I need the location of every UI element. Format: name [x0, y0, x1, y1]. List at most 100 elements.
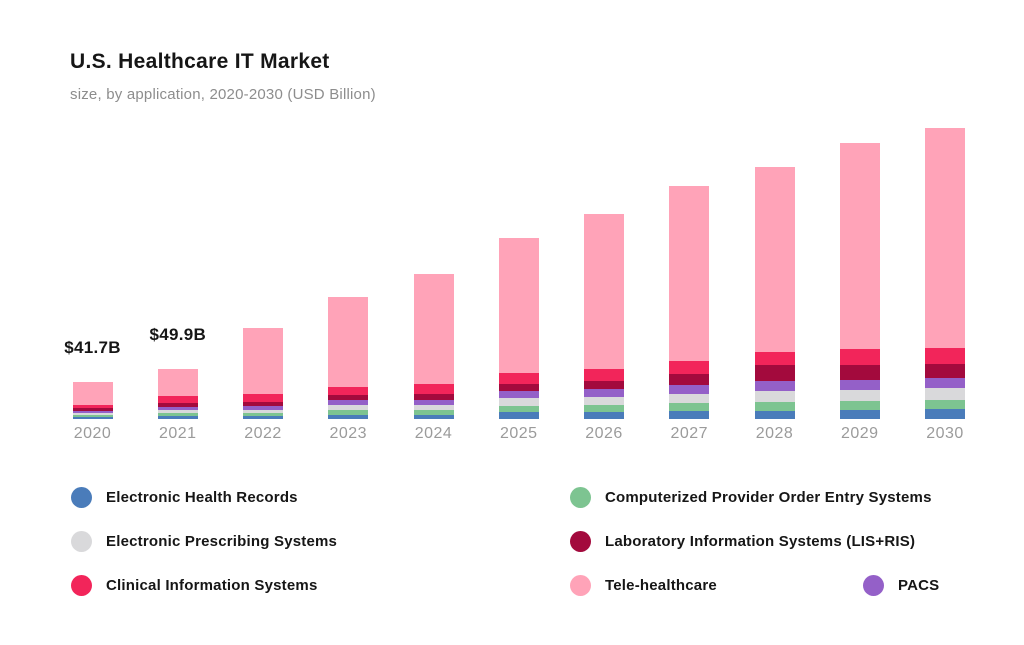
bar-2024 — [413, 274, 454, 419]
bar-2027-segment-electronic-prescribing-systems — [669, 394, 710, 403]
bar-2028-segment-laboratory-information-systems-lis-ris — [754, 365, 795, 381]
bar-2029-segment-electronic-prescribing-systems — [839, 390, 880, 401]
bar-2030-segment-computerized-provider-order-entry-systems — [925, 400, 965, 409]
x-axis-label-2026: 2026 — [585, 425, 623, 442]
bar-2021-segment-tele-healthcare — [157, 369, 198, 396]
value-label-2021: $49.9B — [149, 325, 207, 344]
legend-label-electronic-prescribing-systems: Electronic Prescribing Systems — [106, 533, 338, 550]
bar-2029-segment-pacs — [839, 380, 880, 390]
bar-2024-segment-computerized-provider-order-entry-systems — [413, 409, 454, 415]
x-axis-label-2023: 2023 — [329, 425, 368, 442]
bar-2022-segment-tele-healthcare — [243, 328, 283, 394]
bar-2023-segment-tele-healthcare — [328, 297, 369, 387]
bar-2027-segment-clinical-information-systems — [669, 361, 710, 374]
bar-2023-segment-pacs — [328, 400, 369, 405]
bar-2029-segment-computerized-provider-order-entry-systems — [839, 401, 880, 410]
bar-2024-segment-tele-healthcare — [413, 274, 454, 384]
bar-2026-segment-laboratory-information-systems-lis-ris — [584, 381, 624, 389]
x-axis-label-2021: 2021 — [158, 425, 197, 442]
bar-2030-segment-tele-healthcare — [925, 128, 965, 348]
bar-2022-segment-laboratory-information-systems-lis-ris — [243, 401, 283, 406]
bar-2024-segment-laboratory-information-systems-lis-ris — [413, 394, 454, 400]
x-axis-label-2025: 2025 — [499, 425, 538, 442]
legend-dot-laboratory-information-systems — [570, 531, 591, 552]
bar-2028-segment-clinical-information-systems — [754, 352, 795, 365]
bar-2030-segment-electronic-prescribing-systems — [925, 388, 965, 400]
bar-2027-segment-tele-healthcare — [669, 186, 710, 361]
bar-2021-segment-laboratory-information-systems-lis-ris — [157, 403, 198, 407]
bar-2026 — [584, 214, 624, 419]
bar-2022-segment-clinical-information-systems — [243, 393, 283, 402]
bar-2030-segment-laboratory-information-systems-lis-ris — [925, 364, 965, 378]
bar-2020-segment-electronic-prescribing-systems — [72, 412, 113, 415]
legend-dot-electronic-health-records — [71, 487, 92, 508]
bar-2021-segment-pacs — [157, 407, 198, 410]
chart-legend: Electronic Health Records Computerized P… — [0, 460, 1024, 645]
legend-dot-clinical-information-systems — [71, 575, 92, 596]
bar-2022-segment-electronic-prescribing-systems — [243, 409, 283, 413]
bar-2025-segment-clinical-information-systems — [498, 373, 539, 384]
bar-2029-segment-clinical-information-systems — [839, 349, 880, 365]
bar-2023-segment-electronic-health-records — [328, 415, 369, 419]
bar-2020-segment-computerized-provider-order-entry-systems — [72, 414, 113, 417]
bar-2021-segment-electronic-prescribing-systems — [157, 410, 198, 413]
legend-label-pacs: PACS — [898, 577, 940, 594]
legend-item-laboratory-information-systems: Laboratory Information Systems (LIS+RIS) — [570, 531, 915, 552]
bar-2027-segment-computerized-provider-order-entry-systems — [669, 403, 710, 411]
legend-dot-tele-healthcare — [570, 575, 591, 596]
bar-2020-segment-pacs — [72, 410, 113, 413]
bar-2022-segment-computerized-provider-order-entry-systems — [243, 413, 283, 416]
chart-title: U.S. Healthcare IT Market — [70, 50, 330, 73]
legend-label-laboratory-information-systems: Laboratory Information Systems (LIS+RIS) — [605, 533, 916, 550]
bar-2028-segment-computerized-provider-order-entry-systems — [754, 402, 795, 411]
x-axis-label-2028: 2028 — [755, 425, 794, 442]
bar-2020-segment-laboratory-information-systems-lis-ris — [72, 408, 113, 411]
legend-item-computerized-provider-order-entry-systems: Computerized Provider Order Entry System… — [570, 487, 932, 508]
legend-item-tele-healthcare: Tele-healthcare — [570, 575, 717, 596]
bar-2023-segment-laboratory-information-systems-lis-ris — [328, 395, 369, 400]
bar-2030 — [925, 128, 965, 419]
x-axis-label-2027: 2027 — [670, 425, 709, 442]
bar-2024-segment-electronic-health-records — [413, 414, 454, 419]
legend-item-electronic-health-records: Electronic Health Records — [71, 487, 298, 508]
bar-2025-segment-tele-healthcare — [498, 238, 539, 373]
bar-2025-segment-electronic-prescribing-systems — [498, 398, 539, 406]
bar-2030-segment-pacs — [925, 378, 965, 388]
x-axis-label-2030: 2030 — [926, 425, 964, 442]
x-axis-label-2024: 2024 — [414, 425, 453, 442]
bar-2020-segment-tele-healthcare — [72, 382, 113, 405]
bar-2027-segment-pacs — [669, 385, 710, 394]
legend-dot-computerized-provider-order-entry-systems — [570, 487, 591, 508]
bar-2026-segment-pacs — [584, 389, 624, 397]
bar-2026-segment-clinical-information-systems — [584, 369, 624, 381]
x-axis-label-2029: 2029 — [840, 425, 879, 442]
bar-2025-segment-pacs — [498, 391, 539, 398]
bar-2025-segment-laboratory-information-systems-lis-ris — [498, 384, 539, 391]
value-label-2020: $41.7B — [64, 338, 121, 357]
bar-2027-segment-laboratory-information-systems-lis-ris — [669, 374, 710, 385]
bar-2022-segment-electronic-health-records — [243, 416, 283, 419]
legend-item-electronic-prescribing-systems: Electronic Prescribing Systems — [71, 531, 337, 552]
bar-2022-segment-pacs — [243, 406, 283, 410]
bar-2021-segment-clinical-information-systems — [157, 396, 198, 403]
legend-item-clinical-information-systems: Clinical Information Systems — [71, 575, 317, 596]
bar-2025-segment-electronic-health-records — [498, 412, 539, 419]
bar-2025-segment-computerized-provider-order-entry-systems — [498, 406, 539, 412]
stacked-bar-chart: 2020 2021 2022 2023 2024 2025 2026 2027 2028 2029… — [64, 128, 965, 442]
legend-dot-pacs — [863, 575, 884, 596]
x-axis-label-2022: 2022 — [244, 425, 282, 442]
bar-2026-segment-tele-healthcare — [584, 214, 624, 369]
bar-2028-segment-tele-healthcare — [754, 167, 795, 352]
x-axis-label-2020: 2020 — [73, 425, 112, 442]
legend-label-electronic-health-records: Electronic Health Records — [106, 489, 298, 506]
bar-2026-segment-electronic-health-records — [584, 412, 624, 419]
bar-2021 — [157, 369, 198, 419]
bar-2025 — [498, 238, 539, 419]
bar-2020-segment-electronic-health-records — [72, 416, 113, 419]
bar-2024-segment-electronic-prescribing-systems — [413, 404, 454, 410]
bar-2028-segment-electronic-prescribing-systems — [754, 391, 795, 402]
bar-2023-segment-clinical-information-systems — [328, 387, 369, 395]
bar-2030-segment-clinical-information-systems — [925, 348, 965, 364]
legend-dot-electronic-prescribing-systems — [71, 531, 92, 552]
